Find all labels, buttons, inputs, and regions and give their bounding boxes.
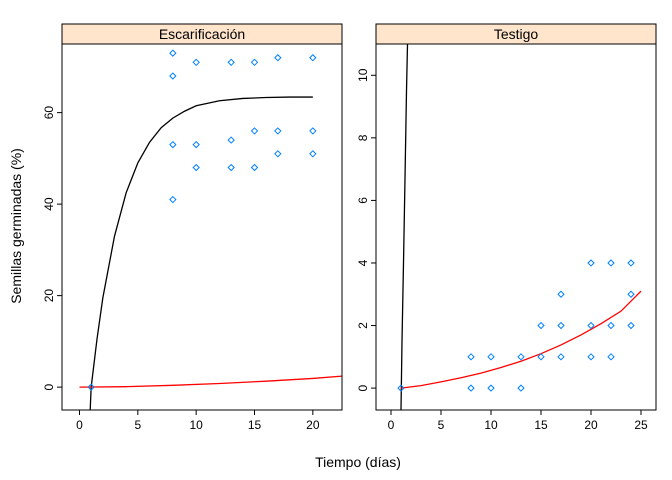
data-point [467,353,475,361]
data-point [487,384,495,392]
data-point [517,384,525,392]
x-tick-label: 15 [248,418,262,432]
data-point [607,259,615,267]
x-tick-label: 10 [189,418,203,432]
y-axis-title: Semillas germinadas (%) [8,148,24,304]
y-tick-label: 60 [42,106,56,120]
x-tick-label: 0 [76,418,83,432]
x-tick-label: 5 [438,418,445,432]
data-point [169,72,177,80]
data-point [192,163,200,172]
data-point [227,163,235,172]
plot-area [397,44,642,410]
data-point [397,384,405,392]
data-point [169,49,177,57]
y-tick-label: 6 [356,197,370,204]
red-curve [79,375,342,388]
black-curve [400,44,409,410]
strip-label: Escarificación [159,26,245,42]
data-point [467,384,475,392]
data-point [627,321,635,330]
x-tick-label: 10 [484,418,498,432]
y-tick-label: 20 [42,289,56,303]
data-point [607,321,615,330]
data-point [250,127,259,135]
data-point [627,290,635,298]
data-point [557,321,565,330]
x-axis-title: Tiempo (días) [315,454,401,470]
data-point [537,321,545,330]
x-tick-label: 5 [134,418,141,432]
y-tick-label: 0 [356,384,370,391]
data-point [309,54,317,62]
y-tick-label: 4 [356,259,370,266]
x-tick-label: 20 [306,418,320,432]
x-tick-label: 20 [584,418,598,432]
x-tick-label: 25 [634,418,648,432]
data-point [587,353,595,361]
y-tick-label: 8 [356,134,370,141]
y-tick-label: 2 [356,322,370,329]
data-point [487,353,495,361]
y-tick-label: 40 [42,197,56,211]
panel-2: Testigo 0 5 10 15 20 25 0 2 4 6 8 10 [356,23,657,432]
y-tick-label: 0 [42,383,56,390]
y-tick-label: 10 [356,68,370,82]
plot-frame [375,43,657,411]
data-point [587,259,595,267]
data-point [250,58,259,67]
data-point [274,127,282,135]
data-point [607,353,615,361]
data-point [250,163,259,172]
data-point [87,383,95,391]
data-point [192,58,200,67]
data-point [274,150,282,158]
data-point [517,353,525,361]
data-point [557,353,565,361]
data-point [169,195,177,204]
plot-area [79,49,342,410]
x-tick-label: 0 [388,418,395,432]
data-point [557,290,565,298]
red-curve [400,290,642,389]
data-point [192,140,200,149]
data-point [169,140,177,149]
plot-frame [61,43,343,411]
data-point [227,136,235,144]
data-point [309,127,317,135]
panel-1: Escarificación 0 5 10 15 20 0 20 40 60 [42,23,343,432]
black-curve [89,96,313,410]
data-point [274,54,282,62]
data-point [227,58,235,67]
data-point [587,321,595,330]
data-point [309,150,317,158]
strip-label: Testigo [494,26,539,42]
data-point [537,353,545,361]
data-point [627,259,635,267]
x-tick-label: 15 [534,418,548,432]
